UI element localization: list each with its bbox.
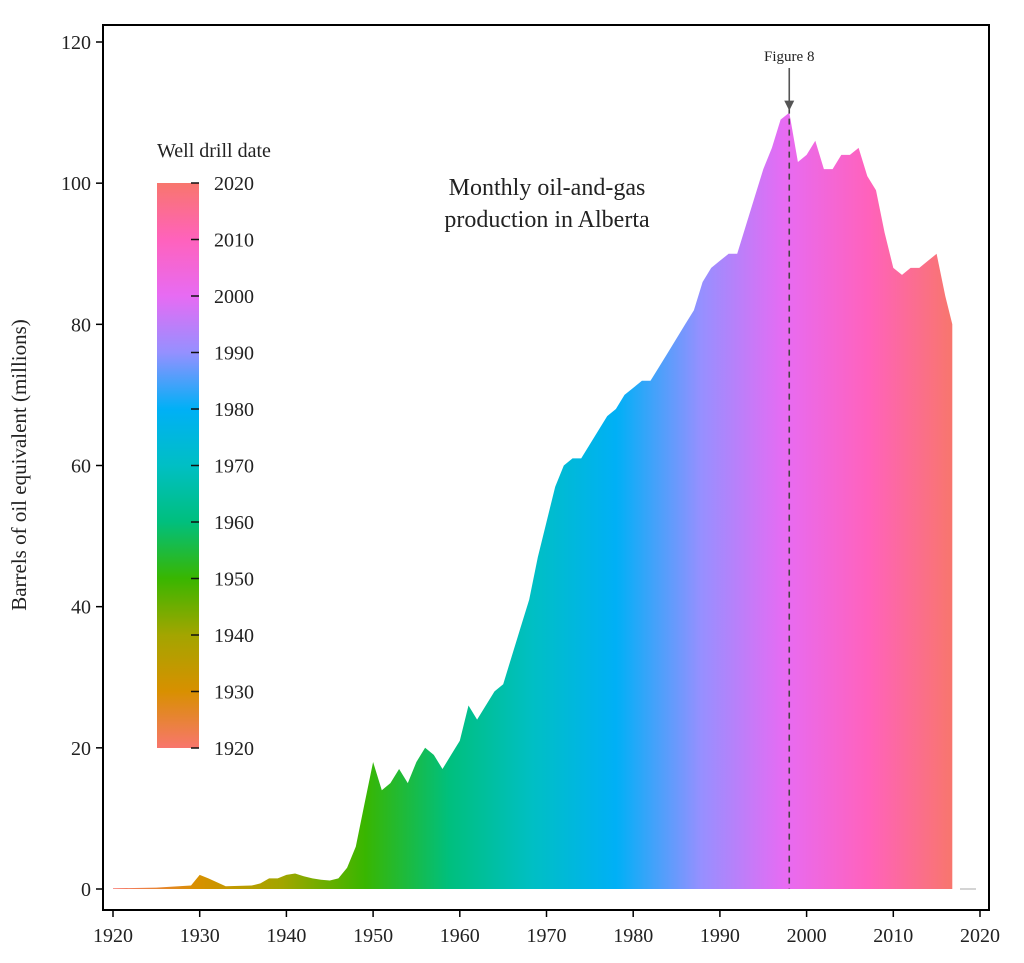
- legend-tick-label: 1950: [214, 569, 254, 591]
- y-tick-label: 40: [71, 597, 91, 619]
- figure-8-label: Figure 8: [764, 49, 814, 65]
- y-tick-label: 0: [81, 879, 91, 901]
- production-area-series-0: [113, 112, 953, 890]
- x-tick-label: 1970: [527, 925, 567, 947]
- y-tick-label: 80: [71, 314, 91, 336]
- legend-tick-label: 2010: [214, 230, 254, 252]
- chart-title-line: Monthly oil-and-gas: [449, 175, 646, 201]
- x-tick-label: 1940: [266, 925, 306, 947]
- legend-title: Well drill date: [157, 140, 271, 162]
- y-axis-label: Barrels of oil equivalent (millions): [7, 319, 31, 611]
- legend-tick-label: 2020: [214, 173, 254, 195]
- chart-title-line: production in Alberta: [444, 207, 650, 233]
- legend-tick-label: 1970: [214, 456, 254, 478]
- legend-tick-label: 1990: [214, 343, 254, 365]
- x-tick-label: 2000: [787, 925, 827, 947]
- x-tick-label: 1980: [613, 925, 653, 947]
- x-tick-label: 1960: [440, 925, 480, 947]
- y-tick-label: 100: [61, 173, 91, 195]
- legend-tick-label: 2000: [214, 286, 254, 308]
- legend-tick-label: 1960: [214, 512, 254, 534]
- x-tick-label: 1930: [180, 925, 220, 947]
- figure-8-arrow-head: [784, 100, 795, 111]
- legend-tick-label: 1980: [214, 399, 254, 421]
- y-tick-label: 20: [71, 738, 91, 760]
- figure-annotation: Figure 8: [764, 49, 814, 889]
- x-tick-label: 1920: [93, 925, 133, 947]
- production-area: [113, 112, 953, 890]
- y-tick-label: 60: [71, 456, 91, 478]
- y-tick-label: 120: [61, 32, 91, 54]
- x-tick-label: 1990: [700, 925, 740, 947]
- x-tick-label: 1950: [353, 925, 393, 947]
- legend: Well drill date 2020 2010 2000 1990 1980 1970 1…: [157, 140, 271, 760]
- x-tick-label: 2010: [873, 925, 913, 947]
- legend-tick-label: 1940: [214, 625, 254, 647]
- axes: 1920 1930 1940 1950 1960 1970 1980 1990 2000 2010…: [61, 24, 1000, 947]
- x-tick-label: 2020: [960, 925, 1000, 947]
- legend-tick-label: 1930: [214, 682, 254, 704]
- chart-title: Monthly oil-and-gas production in Alberta: [444, 175, 650, 233]
- legend-tick-label: 1920: [214, 738, 254, 760]
